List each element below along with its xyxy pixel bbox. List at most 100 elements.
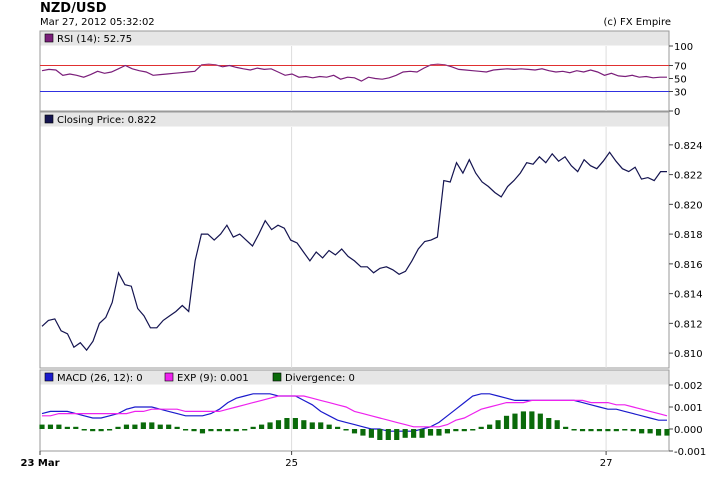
divergence-bar-32: [309, 422, 315, 429]
divergence-bar-63: [571, 429, 577, 431]
legend-swatch-macd-2: [272, 372, 282, 382]
divergence-bar-48: [444, 429, 450, 434]
divergence-bar-9: [115, 426, 121, 429]
overbought-fill-22: [194, 64, 202, 66]
divergence-bar-50: [461, 429, 467, 432]
divergence-bar-30: [292, 418, 298, 429]
overbought-fill-58: [444, 64, 452, 66]
divergence-bar-20: [208, 429, 214, 432]
divergence-bar-41: [385, 429, 391, 440]
divergence-bar-54: [495, 420, 501, 429]
ytick-label-rsi-1: 70: [674, 62, 687, 73]
divergence-bar-17: [182, 429, 189, 431]
divergence-bar-53: [487, 424, 493, 429]
divergence-bar-12: [140, 422, 146, 429]
ytick-label-price-2: 0.820: [674, 200, 703, 211]
divergence-bar-1: [47, 424, 54, 429]
divergence-bar-10: [123, 424, 130, 429]
ytick-label-rsi-4: 0: [674, 107, 680, 118]
divergence-bar-70: [630, 429, 636, 432]
overbought-fill-24: [208, 64, 216, 66]
divergence-bar-28: [275, 420, 282, 429]
divergence-bar-67: [605, 429, 611, 432]
divergence-bar-73: [655, 429, 662, 436]
xtick-label-0: 23 Mar: [20, 458, 59, 469]
ytick-label-rsi-3: 30: [674, 88, 687, 99]
legend-label-macd-2: Divergence: 0: [285, 373, 355, 384]
divergence-bar-55: [503, 415, 510, 429]
legend-swatch-price: [44, 114, 54, 124]
divergence-bar-16: [174, 426, 180, 429]
divergence-bar-66: [596, 429, 603, 432]
divergence-bar-35: [335, 426, 341, 429]
xtick-label-2: 27: [600, 458, 613, 469]
legend-label-price: Closing Price: 0.822: [57, 115, 156, 126]
legend-swatch-rsi: [44, 33, 54, 43]
divergence-bar-25: [250, 426, 256, 429]
divergence-bar-33: [318, 422, 324, 429]
divergence-bar-6: [90, 429, 96, 432]
divergence-bar-11: [132, 424, 138, 429]
ytick-label-macd-1: 0.001: [674, 403, 703, 414]
divergence-bar-14: [157, 424, 163, 429]
panel-macd-header: [40, 370, 669, 385]
divergence-bar-21: [216, 429, 222, 432]
series-rsi: [41, 63, 667, 82]
divergence-bar-56: [512, 413, 518, 429]
divergence-bar-24: [242, 429, 248, 431]
ytick-label-price-7: 0.810: [674, 349, 703, 360]
divergence-bar-46: [427, 429, 434, 436]
xtick-label-1: 25: [285, 458, 298, 469]
ytick-label-price-3: 0.818: [674, 230, 703, 241]
series-price: [41, 151, 667, 352]
divergence-bar-2: [56, 424, 62, 429]
divergence-bar-44: [411, 429, 417, 438]
divergence-bar-40: [377, 429, 383, 440]
divergence-bar-43: [402, 429, 408, 438]
divergence-bar-52: [478, 426, 484, 429]
panel-rsi-header: [40, 31, 669, 46]
divergence-bar-42: [394, 429, 400, 440]
overbought-fill-23: [201, 64, 209, 66]
divergence-bar-19: [199, 429, 206, 434]
divergence-bar-5: [81, 429, 87, 431]
divergence-bar-0: [39, 424, 45, 429]
divergence-bar-4: [73, 426, 79, 429]
divergence-bar-36: [343, 429, 349, 431]
divergence-bar-45: [419, 429, 425, 438]
divergence-bar-39: [368, 429, 374, 438]
divergence-bar-68: [613, 429, 619, 432]
ytick-label-macd-3: -0.001: [674, 447, 706, 458]
ytick-label-macd-0: 0.002: [674, 381, 703, 392]
divergence-bar-64: [579, 429, 586, 432]
divergence-bar-58: [529, 411, 535, 429]
divergence-bar-65: [588, 429, 594, 432]
ytick-label-price-4: 0.816: [674, 260, 703, 271]
divergence-bar-37: [351, 429, 358, 434]
divergence-bar-15: [166, 424, 172, 429]
divergence-bar-74: [664, 429, 670, 436]
panel-price-header: [40, 112, 669, 127]
legend-label-rsi: RSI (14): 52.75: [57, 34, 132, 45]
divergence-bar-31: [301, 420, 307, 429]
divergence-bar-61: [554, 420, 560, 429]
divergence-bar-26: [259, 424, 265, 429]
panel-price: [39, 111, 670, 369]
ytick-label-price-6: 0.812: [674, 319, 703, 330]
divergence-bar-23: [233, 429, 239, 432]
divergence-bar-57: [520, 411, 527, 429]
divergence-bar-13: [149, 422, 155, 429]
ytick-label-price-0: 0.824: [674, 141, 703, 152]
ytick-label-rsi-2: 50: [674, 75, 687, 86]
ytick-label-macd-2: 0.000: [674, 425, 703, 436]
chart-datetime: Mar 27, 2012 05:32:02: [40, 17, 155, 28]
divergence-bar-38: [360, 429, 366, 436]
divergence-bar-59: [537, 413, 543, 429]
divergence-bar-49: [453, 429, 459, 432]
divergence-bar-47: [436, 429, 442, 436]
ytick-label-rsi-0: 100: [674, 42, 693, 53]
divergence-bar-27: [267, 422, 273, 429]
divergence-bar-7: [98, 429, 104, 432]
divergence-bar-71: [639, 429, 645, 434]
overbought-fill-25: [215, 64, 223, 66]
